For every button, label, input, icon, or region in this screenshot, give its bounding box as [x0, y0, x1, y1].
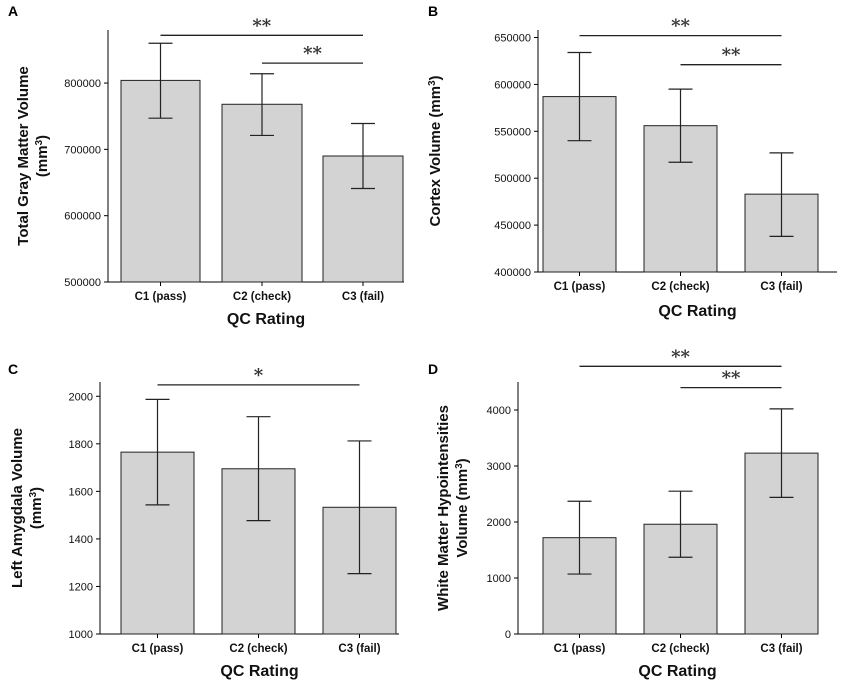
significance-marker: **	[671, 346, 690, 367]
category-label: C2 (check)	[651, 281, 709, 293]
category-label: C3 (fail)	[338, 643, 380, 655]
significance-marker: **	[252, 15, 271, 36]
y-axis-title: White Matter Hypointensities	[435, 405, 452, 611]
category-label: C3 (fail)	[760, 281, 802, 293]
category-label: C1 (pass)	[135, 291, 187, 303]
significance-marker: **	[722, 368, 741, 389]
y-tick-label: 650000	[494, 33, 531, 45]
category-label: C3 (fail)	[342, 291, 384, 303]
y-axis-title: Cortex Volume (mm3)	[427, 75, 445, 226]
y-tick-label: 600000	[494, 79, 531, 91]
y-tick-label: 1800	[69, 439, 93, 451]
category-label: C1 (pass)	[132, 643, 184, 655]
y-tick-label: 2000	[487, 517, 511, 529]
significance-marker: *	[254, 365, 264, 386]
x-axis-title: QC Rating	[220, 663, 298, 680]
category-label: C2 (check)	[229, 643, 287, 655]
y-tick-label: 1000	[69, 629, 93, 641]
significance-marker: **	[722, 45, 741, 66]
y-tick-label: 550000	[494, 126, 531, 138]
panel-letter: A	[8, 3, 18, 19]
y-tick-label: 3000	[487, 461, 511, 473]
significance-marker: **	[671, 16, 690, 37]
y-tick-label: 1600	[69, 486, 93, 498]
y-tick-label: 600000	[64, 211, 101, 223]
y-tick-label: 400000	[494, 267, 531, 279]
y-axis-title: Total Gray Matter Volume	[15, 66, 32, 245]
category-label: C3 (fail)	[760, 643, 802, 655]
y-axis-title: Volume (mm3)	[454, 458, 472, 557]
y-tick-label: 500000	[64, 277, 101, 289]
y-tick-label: 4000	[487, 405, 511, 417]
bar	[221, 468, 296, 635]
y-tick-label: 800000	[64, 78, 101, 90]
y-axis-title: Left Amygdala Volume	[9, 428, 26, 588]
category-label: C1 (pass)	[554, 281, 606, 293]
y-axis-title: (mm3)	[28, 487, 46, 529]
y-tick-label: 700000	[64, 144, 101, 156]
panel-letter: D	[428, 361, 438, 377]
y-tick-label: 1200	[69, 581, 93, 593]
category-label: C1 (pass)	[554, 643, 606, 655]
significance-marker: **	[303, 43, 322, 64]
y-tick-label: 0	[505, 629, 511, 641]
y-tick-label: 450000	[494, 220, 531, 232]
panel-letter: C	[8, 361, 18, 377]
y-tick-label: 500000	[494, 173, 531, 185]
y-tick-label: 1400	[69, 534, 93, 546]
category-label: C2 (check)	[651, 643, 709, 655]
chart-panel-a: A 500000 600000 700000 800000 C1 (pass) C2 (ch…	[8, 3, 404, 328]
y-axis-title: (mm3)	[34, 135, 52, 177]
chart-panel-d: D 0 1000 2000 3000 4000 C1 (pass) C2 (check) C3 …	[428, 346, 819, 680]
x-axis-title: QC Rating	[638, 663, 716, 680]
category-label: C2 (check)	[233, 291, 291, 303]
panel-letter: B	[428, 3, 438, 19]
x-axis-title: QC Rating	[227, 311, 305, 328]
x-axis-title: QC Rating	[658, 303, 736, 320]
chart-panel-c: C 1000 1200 1400 1600 1800 2000 C1 (pass) C2 (ch…	[8, 361, 399, 680]
chart-panel-b: B 400000 450000 500000 550000 600000 650000 C1 …	[427, 3, 837, 320]
y-tick-label: 1000	[487, 573, 511, 585]
y-tick-label: 2000	[69, 391, 93, 403]
